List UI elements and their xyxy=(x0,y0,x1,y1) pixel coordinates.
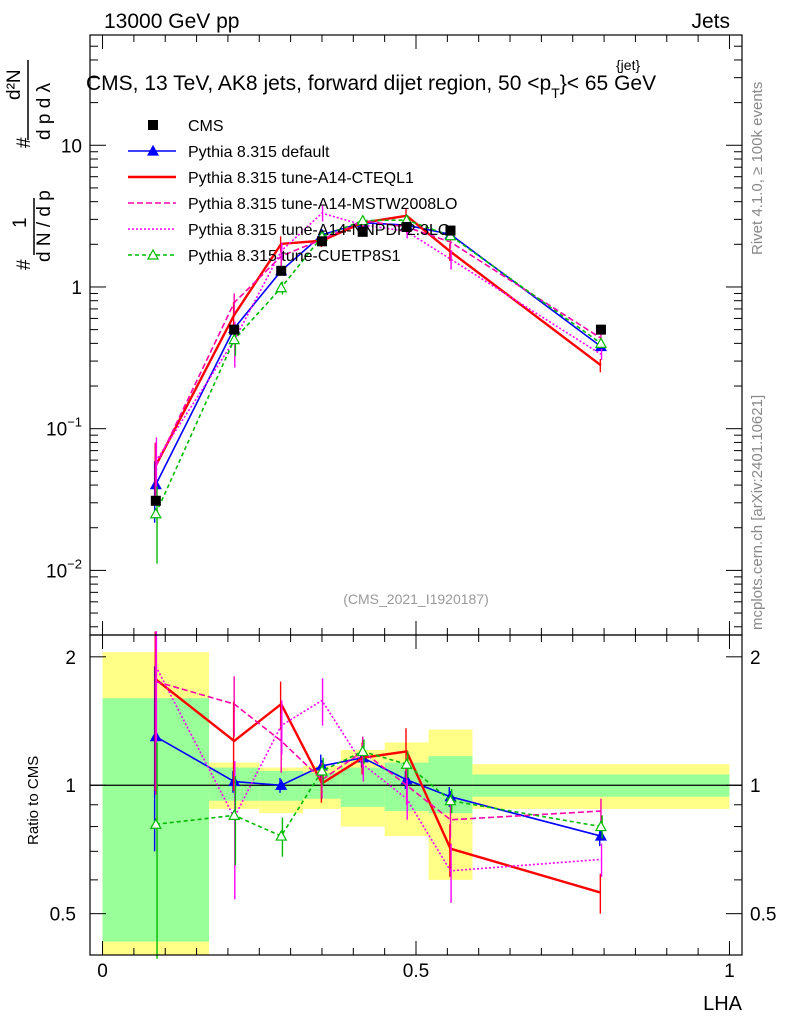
series-line-main xyxy=(154,214,602,467)
series-marker xyxy=(594,829,607,841)
plot-title-main: CMS, 13 TeV, AK8 jets, forward dijet reg… xyxy=(86,72,551,95)
legend-label: Pythia 8.315 tune-CUETP8S1 xyxy=(188,248,401,265)
main-y-tick-label: 1 xyxy=(71,278,82,299)
ratio-y-tick-label: 1 xyxy=(65,776,76,797)
ratio-y-tick-label: 2 xyxy=(65,648,76,669)
plot-title: CMS, 13 TeV, AK8 jets, forward dijet reg… xyxy=(86,72,656,101)
series-line-main xyxy=(155,219,602,467)
main-y-tick-label: 10−1 xyxy=(46,415,82,441)
series-marker xyxy=(594,337,607,348)
ratio-y-tick-label-right: 2 xyxy=(750,648,761,669)
ratio-y-tick-label: 0.5 xyxy=(50,905,76,926)
data-point xyxy=(316,236,327,247)
series-line-main xyxy=(155,221,602,485)
x-tick-label: 0 xyxy=(97,961,108,982)
series-marker xyxy=(275,829,288,841)
svg-text:#: # xyxy=(14,259,35,270)
legend-marker xyxy=(146,248,160,260)
data-point xyxy=(401,221,412,232)
ratio-y-label: Ratio to CMS xyxy=(25,756,42,845)
watermark: (CMS_2021_I1920187) xyxy=(343,591,489,607)
svg-text:#: # xyxy=(14,137,35,148)
series-marker xyxy=(400,758,413,769)
category-label: Jets xyxy=(691,10,730,33)
source-label: mcplots.cern.ch [arXiv:2401.10621] xyxy=(749,395,766,630)
svg-text:1: 1 xyxy=(10,217,31,228)
plot-title-sup: {jet} xyxy=(616,57,640,73)
legend-label: Pythia 8.315 default xyxy=(188,144,330,161)
main-y-tick-label: 10−2 xyxy=(46,556,82,582)
legend-label: Pythia 8.315 tune-A14-CTEQL1 xyxy=(188,170,414,187)
x-axis-label: LHA xyxy=(703,993,743,1015)
data-point xyxy=(445,225,456,236)
svg-text:d p d λ: d p d λ xyxy=(34,82,55,140)
legend-label: Pythia 8.315 tune-A14-MSTW2008LO xyxy=(188,196,457,213)
series-marker xyxy=(275,779,288,790)
series-marker xyxy=(149,507,162,519)
series-marker xyxy=(594,820,607,832)
axes: 0 0.5 1 10−2 10−1 1 10 0.5 0.5 1 1 2 2 xyxy=(46,34,776,982)
energy-label: 13000 GeV pp xyxy=(104,10,239,33)
legend-marker-cms xyxy=(148,120,158,130)
data-point xyxy=(150,495,161,506)
data-point xyxy=(357,226,368,237)
series-line-ratio xyxy=(155,680,601,821)
series-line-ratio xyxy=(155,750,602,838)
ratio-panel xyxy=(90,631,742,959)
series-marker xyxy=(228,333,241,345)
series-marker xyxy=(228,809,241,820)
main-y-axis-label: # 1 d N / d p # d²N d p d λ xyxy=(4,60,55,270)
legend: CMS Pythia 8.315 default Pythia 8.315 tune… xyxy=(128,118,457,265)
svg-text:d N / d p: d N / d p xyxy=(34,190,55,262)
series-marker xyxy=(315,764,328,776)
ratio-y-tick-label-right: 1 xyxy=(750,776,761,797)
series-marker xyxy=(275,281,288,293)
series-marker xyxy=(356,745,369,757)
series-marker xyxy=(444,794,457,806)
series-line-ratio xyxy=(155,678,602,894)
data-point xyxy=(595,324,606,335)
legend-label: Pythia 8.315 tune-A14-NNPDF2.3LO xyxy=(188,222,450,239)
x-tick-label: 0.5 xyxy=(403,961,429,982)
plot-title-tail: }< 65 GeV xyxy=(560,72,656,95)
x-tick-label: 1 xyxy=(724,961,735,982)
main-y-tick-label: 10 xyxy=(61,136,82,157)
rivet-label: Rivet 4.1.0, ≥ 100k events xyxy=(749,82,766,255)
series-marker xyxy=(149,818,162,829)
legend-label-cms: CMS xyxy=(188,118,224,135)
main-panel xyxy=(149,205,607,564)
series-marker xyxy=(356,214,369,226)
data-point xyxy=(276,265,287,276)
plot-title-sub: T xyxy=(551,85,560,101)
svg-text:d²N: d²N xyxy=(4,69,25,100)
ratio-y-tick-label-right: 0.5 xyxy=(750,905,776,926)
legend-marker xyxy=(146,144,160,156)
data-point xyxy=(229,324,240,335)
series-line-main xyxy=(155,212,602,462)
